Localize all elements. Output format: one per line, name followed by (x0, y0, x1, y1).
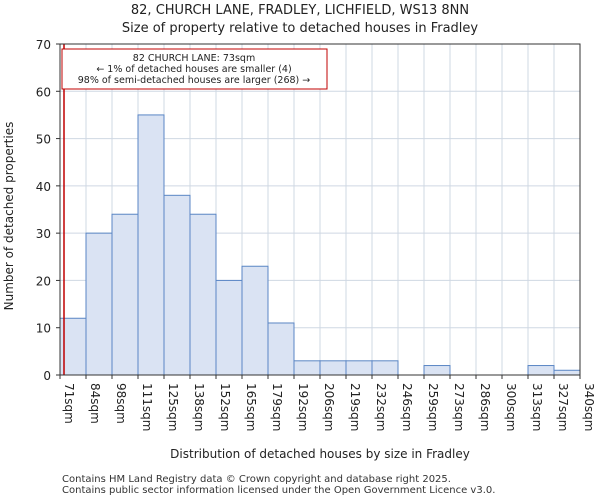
y-axis-label: Number of detached properties (2, 122, 16, 311)
y-tick-label: 60 (36, 85, 51, 99)
histogram-bar (215, 279, 243, 376)
histogram-bar (189, 213, 217, 376)
x-axis-ticks: 71sqm 84sqm 98sqm 111sqm 125sqm 138sqm 152sqm 1… (59, 375, 596, 431)
y-tick-label: 10 (36, 322, 51, 336)
footer-line-2: Contains public sector information licen… (62, 485, 496, 496)
x-tick-label: 179sqm (270, 383, 284, 431)
histogram-bar (423, 365, 451, 376)
y-tick-label: 20 (36, 274, 51, 288)
x-tick-label: 206sqm (322, 383, 336, 431)
annotation-line-1: 82 CHURCH LANE: 73sqm (133, 53, 255, 64)
histogram-bar (319, 360, 347, 376)
histogram-bar (267, 322, 295, 376)
y-tick-label: 30 (36, 227, 51, 241)
y-tick-label: 70 (36, 38, 51, 52)
x-tick-label: 232sqm (374, 383, 388, 431)
footer-line-1: Contains HM Land Registry data © Crown c… (62, 474, 451, 485)
y-tick-label: 50 (36, 133, 51, 147)
x-tick-label: 192sqm (296, 383, 310, 431)
y-tick-label: 40 (36, 180, 51, 194)
histogram-bar (241, 265, 269, 376)
histogram-bar (553, 369, 581, 376)
x-tick-label: 313sqm (530, 383, 544, 431)
chart-subtitle: Size of property relative to detached ho… (121, 21, 479, 36)
x-tick-label: 152sqm (218, 383, 232, 431)
y-tick-label: 0 (43, 369, 51, 383)
x-tick-label: 165sqm (244, 383, 258, 431)
x-tick-label: 71sqm (62, 383, 76, 424)
x-tick-label: 340sqm (582, 383, 596, 431)
histogram-bar (345, 360, 373, 376)
x-tick-label: 286sqm (478, 383, 492, 431)
x-tick-label: 138sqm (192, 383, 206, 431)
bars (59, 114, 581, 376)
x-tick-label: 327sqm (556, 383, 570, 431)
annotation-box: 82 CHURCH LANE: 73sqm ← 1% of detached h… (61, 48, 328, 90)
x-tick-label: 300sqm (504, 383, 518, 431)
histogram-bar (85, 232, 113, 376)
x-tick-label: 219sqm (348, 383, 362, 431)
histogram-bar (293, 360, 321, 376)
x-tick-label: 98sqm (114, 383, 128, 424)
x-tick-label: 125sqm (166, 383, 180, 431)
x-tick-label: 246sqm (400, 383, 414, 431)
chart-title: 82, CHURCH LANE, FRADLEY, LICHFIELD, WS1… (130, 3, 470, 18)
y-axis-ticks: 0 10 20 30 40 50 60 70 (36, 38, 60, 383)
x-tick-label: 84sqm (88, 383, 102, 424)
histogram-bar (371, 360, 399, 376)
annotation-border (61, 48, 328, 90)
annotation-line-2: ← 1% of detached houses are smaller (4) (96, 64, 291, 75)
x-tick-label: 111sqm (140, 383, 154, 431)
x-axis-label: Distribution of detached houses by size … (170, 447, 470, 461)
histogram-bar (137, 114, 165, 376)
annotation-line-3: 98% of semi-detached houses are larger (… (78, 75, 311, 86)
histogram-bar (111, 213, 139, 376)
histogram-bar (163, 194, 191, 376)
x-tick-label: 273sqm (452, 383, 466, 431)
x-tick-label: 259sqm (426, 383, 440, 431)
histogram-bar (527, 365, 555, 376)
